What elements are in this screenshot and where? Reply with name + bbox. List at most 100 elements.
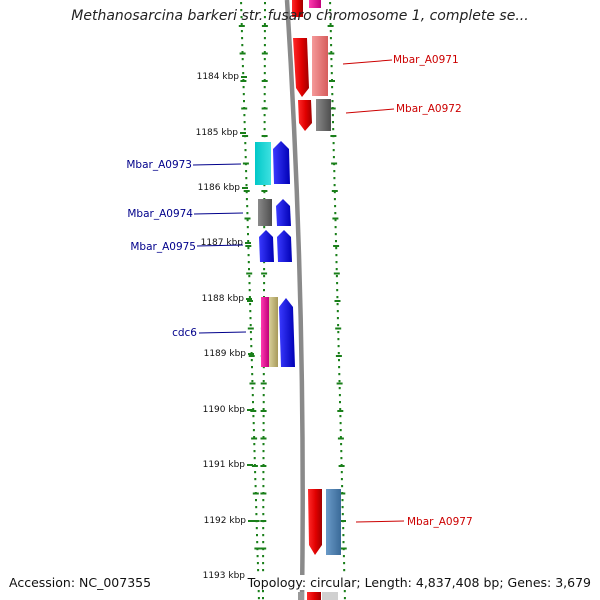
ruler-dot [263, 261, 266, 264]
ruler-dot [333, 191, 336, 194]
leader-cdc6 [198, 331, 247, 334]
gene-blue-3[interactable] [277, 230, 292, 262]
gene-bottom-partial-red[interactable] [307, 592, 321, 600]
ruler-dot [333, 170, 336, 173]
ruler-tick [261, 80, 268, 82]
ruler-dot [334, 219, 337, 222]
ruler-dot [257, 597, 260, 600]
ruler-dot [246, 219, 249, 222]
ruler-dot [255, 499, 257, 502]
ruler-dot [263, 191, 266, 194]
gene-Mbar_A0972[interactable] [316, 99, 331, 131]
gene-bottom-partial-light[interactable] [322, 592, 338, 600]
kbp-tick [247, 409, 253, 411]
leader-Mbar_A0972 [345, 108, 395, 114]
gene-cdc6[interactable] [261, 297, 269, 367]
label-cdc6[interactable]: cdc6 [172, 327, 197, 339]
ruler-dot [241, 37, 244, 40]
kbp-label: 1193 kbp [203, 571, 246, 581]
ruler-tick [338, 465, 345, 467]
ruler-dot [252, 429, 255, 432]
ruler-dot [254, 478, 257, 481]
gene-blue-2[interactable] [276, 199, 291, 226]
ruler-dot [242, 72, 245, 75]
label-Mbar_A0975[interactable]: Mbar_A0975 [130, 241, 196, 253]
ruler-dot [263, 275, 266, 278]
gene-blue-1[interactable] [273, 141, 290, 184]
kbp-label: 1190 kbp [203, 405, 246, 415]
ruler-dot [262, 499, 265, 502]
gene-bottom-partial-gray[interactable] [298, 592, 304, 600]
ruler-dot [243, 114, 246, 117]
ruler-dot [343, 590, 346, 593]
ruler-dot [247, 261, 250, 264]
ruler-dot [330, 72, 333, 75]
ruler-dot [262, 541, 265, 544]
leader-Mbar_A0974 [193, 212, 244, 215]
ruler-dot [241, 51, 244, 54]
ruler-dot [254, 485, 257, 488]
gene-Mbar_A0977[interactable] [326, 489, 341, 555]
ruler-dot [249, 331, 252, 334]
gene-Mbar_A0973[interactable] [255, 142, 271, 185]
ruler-dot [256, 562, 259, 565]
gene-Mbar_A0975[interactable] [259, 230, 274, 262]
ruler-tick [337, 437, 344, 440]
ruler-tick [260, 382, 267, 385]
label-Mbar_A0974[interactable]: Mbar_A0974 [127, 208, 193, 220]
ruler-dot [245, 198, 248, 201]
ruler-dot [263, 44, 266, 47]
ruler-tick [249, 382, 256, 385]
kbp-label: 1184 kbp [197, 72, 240, 82]
ruler-dot [331, 114, 334, 117]
gene-Mbar_A0971[interactable] [312, 36, 328, 96]
ruler-dot [253, 457, 256, 460]
ruler-dot [338, 387, 341, 390]
kbp-label: 1189 kbp [204, 349, 247, 359]
ruler-dot [342, 527, 345, 530]
label-Mbar_A0972[interactable]: Mbar_A0972 [396, 103, 462, 115]
ruler-dot [257, 569, 260, 572]
ruler-dot [252, 408, 255, 411]
ruler-tick [247, 327, 254, 330]
ruler-dot [262, 513, 265, 516]
ruler-tick [339, 492, 346, 495]
ruler-tick [238, 25, 245, 27]
gene-red-forward-2[interactable] [298, 100, 312, 131]
kbp-tick [248, 520, 254, 522]
ruler-tick [261, 107, 268, 110]
ruler-dot [329, 16, 332, 19]
ruler-dot [256, 555, 259, 558]
ruler-dot [253, 443, 256, 446]
gene-top-partial-red[interactable] [292, 0, 303, 17]
ruler-dot [329, 23, 332, 26]
ruler-tick [261, 272, 268, 275]
ruler-dot [244, 149, 247, 152]
ruler-tick [337, 410, 344, 412]
label-Mbar_A0977[interactable]: Mbar_A0977 [407, 516, 473, 528]
gene-khaki[interactable] [269, 297, 278, 367]
kbp-label: 1191 kbp [203, 460, 246, 470]
ruler-dot [341, 513, 344, 516]
ruler-dot [244, 142, 247, 145]
gene-blue-4[interactable] [279, 298, 295, 367]
ruler-tick [261, 25, 268, 27]
ruler-dot [262, 429, 265, 432]
label-Mbar_A0973[interactable]: Mbar_A0973 [126, 159, 192, 171]
ruler-dot [262, 394, 265, 397]
ruler-tick [335, 327, 342, 330]
ruler-tick [245, 245, 252, 247]
ruler-dot [336, 289, 339, 292]
ruler-dot [263, 268, 266, 271]
ruler-dot [340, 471, 343, 474]
ruler-dot [240, 30, 243, 33]
gene-red-forward-3[interactable] [308, 489, 322, 555]
gene-Mbar_A0974[interactable] [258, 199, 272, 226]
label-Mbar_A0971[interactable]: Mbar_A0971 [393, 54, 459, 66]
ruler-dot [244, 156, 247, 159]
ruler-dot [252, 401, 254, 404]
ruler-dot [331, 93, 334, 96]
gene-red-forward-1[interactable] [293, 38, 309, 97]
gene-top-partial-magenta[interactable] [309, 0, 321, 8]
